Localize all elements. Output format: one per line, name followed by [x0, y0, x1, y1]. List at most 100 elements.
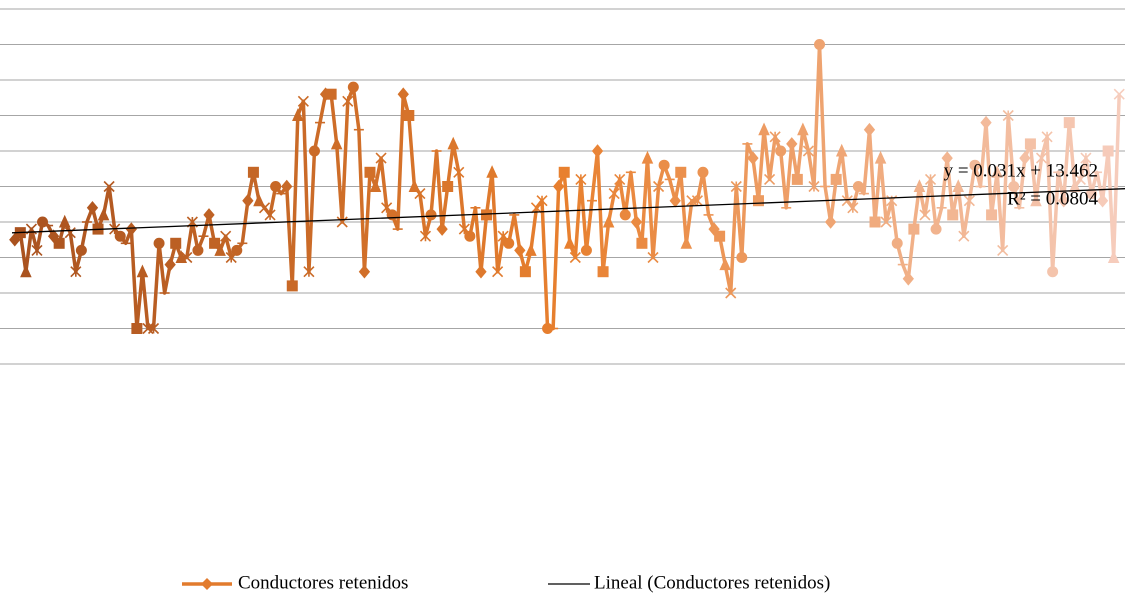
- trendline-r2: R² = 0.0804: [1007, 188, 1098, 209]
- marker: [641, 150, 654, 164]
- marker: [97, 207, 110, 221]
- marker: [675, 166, 687, 178]
- marker: [930, 223, 942, 235]
- marker: [58, 214, 71, 228]
- marker: [136, 264, 149, 278]
- marker: [114, 230, 126, 242]
- marker: [841, 195, 853, 207]
- marker: [680, 236, 693, 249]
- marker: [1019, 151, 1031, 165]
- marker: [447, 136, 460, 150]
- marker: [814, 39, 826, 50]
- marker: [131, 323, 143, 334]
- marker: [308, 145, 320, 157]
- marker: [297, 95, 309, 107]
- marker: [147, 322, 160, 335]
- marker: [824, 215, 837, 229]
- marker: [902, 272, 914, 286]
- marker: [1102, 145, 1114, 157]
- marker: [408, 179, 421, 192]
- marker: [725, 287, 737, 299]
- marker: [514, 243, 526, 258]
- marker: [125, 222, 137, 236]
- marker: [486, 165, 498, 178]
- marker: [913, 179, 926, 192]
- marker: [436, 222, 448, 236]
- marker: [170, 237, 182, 249]
- marker: [697, 166, 709, 178]
- marker: [924, 173, 937, 185]
- marker: [1080, 152, 1092, 164]
- marker: [325, 88, 337, 100]
- marker: [442, 181, 454, 192]
- marker: [863, 122, 876, 137]
- marker: [869, 216, 881, 228]
- trendline: [11, 188, 1125, 234]
- marker: [835, 143, 848, 157]
- marker: [997, 244, 1009, 256]
- marker: [153, 237, 165, 249]
- marker: [453, 166, 465, 178]
- marker: [730, 180, 742, 193]
- marker: [563, 236, 576, 249]
- marker: [1035, 152, 1048, 164]
- marker: [597, 266, 609, 278]
- marker: [947, 209, 959, 221]
- marker: [714, 230, 726, 242]
- marker: [414, 188, 426, 200]
- marker: [336, 216, 348, 228]
- marker: [658, 159, 670, 171]
- marker: [602, 214, 615, 228]
- marker: [492, 266, 504, 278]
- marker: [70, 266, 82, 278]
- marker: [908, 223, 920, 235]
- marker: [808, 180, 820, 193]
- marker: [941, 151, 953, 165]
- marker: [636, 237, 648, 249]
- marker: [580, 244, 592, 256]
- marker: [258, 202, 271, 214]
- marker: [519, 266, 531, 278]
- marker: [481, 209, 493, 221]
- marker: [919, 209, 931, 221]
- marker: [1008, 181, 1020, 192]
- marker: [214, 243, 226, 256]
- marker: [969, 159, 981, 171]
- marker: [525, 243, 537, 256]
- marker: [1069, 179, 1081, 192]
- marker: [874, 150, 887, 164]
- marker: [536, 195, 548, 207]
- marker: [181, 251, 193, 264]
- marker: [1113, 88, 1125, 100]
- marker: [647, 251, 659, 264]
- marker: [292, 108, 304, 121]
- marker: [991, 165, 1003, 178]
- marker: [769, 131, 781, 143]
- marker: [1002, 109, 1014, 122]
- marker: [591, 144, 604, 158]
- marker: [736, 252, 748, 263]
- marker: [1041, 131, 1053, 143]
- marker: [192, 244, 204, 256]
- marker: [619, 209, 631, 221]
- marker: [758, 122, 770, 136]
- marker: [786, 137, 798, 151]
- marker: [747, 151, 759, 165]
- marker: [958, 230, 970, 242]
- legend-label: Conductores retenidos: [238, 572, 408, 593]
- marker: [630, 215, 643, 229]
- legend: Conductores retenidos Lineal (Conductores…: [182, 572, 830, 593]
- marker: [347, 81, 359, 93]
- marker: [203, 208, 215, 222]
- marker: [575, 173, 587, 185]
- marker: [247, 166, 259, 178]
- marker: [281, 179, 293, 194]
- marker: [303, 266, 315, 278]
- marker: [1074, 173, 1086, 185]
- marker: [20, 264, 32, 278]
- marker: [475, 264, 487, 279]
- marker: [1058, 193, 1070, 208]
- marker: [764, 173, 776, 185]
